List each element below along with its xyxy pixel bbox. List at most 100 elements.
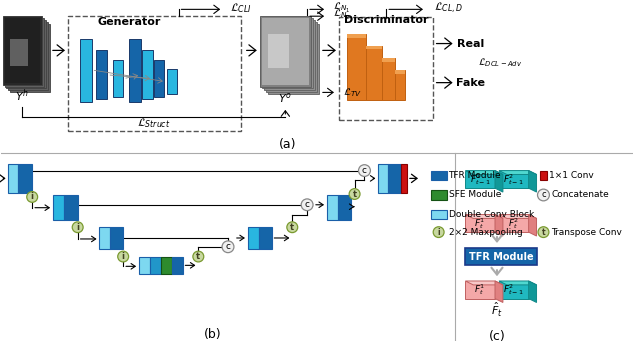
Bar bbox=[367, 45, 382, 100]
Text: Transpose Conv: Transpose Conv bbox=[552, 228, 622, 237]
Bar bbox=[4, 18, 44, 87]
Text: i: i bbox=[76, 223, 79, 232]
Circle shape bbox=[358, 165, 371, 176]
Text: t: t bbox=[290, 223, 294, 232]
Bar bbox=[10, 24, 50, 93]
Bar bbox=[166, 69, 177, 94]
Polygon shape bbox=[499, 281, 536, 285]
Text: $\mathcal{L}_{DCL-Adv}$: $\mathcal{L}_{DCL-Adv}$ bbox=[478, 57, 522, 69]
Bar bbox=[8, 22, 48, 90]
Polygon shape bbox=[495, 171, 503, 192]
Bar bbox=[259, 227, 271, 249]
Bar bbox=[139, 257, 150, 274]
Text: i: i bbox=[122, 252, 125, 261]
Bar bbox=[172, 257, 182, 274]
Polygon shape bbox=[529, 215, 536, 236]
Bar bbox=[465, 215, 495, 232]
Text: $F_{t-1}^1$: $F_{t-1}^1$ bbox=[470, 172, 491, 187]
Circle shape bbox=[538, 227, 549, 237]
Bar bbox=[113, 60, 123, 97]
Text: Discriminator: Discriminator bbox=[344, 15, 428, 25]
Text: $F_t^2$: $F_t^2$ bbox=[508, 216, 520, 231]
Bar bbox=[262, 18, 309, 85]
Bar bbox=[499, 215, 529, 232]
Bar bbox=[431, 171, 447, 180]
Bar bbox=[154, 60, 164, 97]
Text: t: t bbox=[196, 252, 200, 261]
Bar bbox=[401, 164, 407, 193]
Bar bbox=[129, 69, 139, 94]
Text: $\mathcal{L}_{N_2}$: $\mathcal{L}_{N_2}$ bbox=[333, 8, 351, 22]
Text: $\hat{F}_t$: $\hat{F}_t$ bbox=[491, 301, 503, 319]
Bar bbox=[395, 70, 405, 100]
Circle shape bbox=[301, 199, 313, 211]
Text: t: t bbox=[541, 228, 545, 237]
Polygon shape bbox=[465, 215, 503, 218]
Polygon shape bbox=[465, 281, 503, 285]
Bar bbox=[142, 50, 153, 99]
Bar bbox=[10, 39, 28, 66]
Bar bbox=[378, 164, 388, 193]
Bar bbox=[19, 164, 32, 193]
Bar bbox=[8, 164, 19, 193]
Text: (c): (c) bbox=[488, 330, 506, 343]
Bar bbox=[53, 195, 64, 221]
Circle shape bbox=[287, 222, 298, 233]
Circle shape bbox=[222, 241, 234, 252]
Text: TFR Module: TFR Module bbox=[449, 171, 501, 180]
Bar bbox=[465, 281, 495, 299]
Bar bbox=[64, 195, 77, 221]
Bar bbox=[161, 257, 172, 274]
Bar bbox=[268, 24, 319, 94]
Bar bbox=[338, 195, 351, 221]
Bar bbox=[262, 18, 313, 88]
Text: Generator: Generator bbox=[97, 17, 161, 27]
Circle shape bbox=[72, 222, 83, 233]
Text: TFR Module: TFR Module bbox=[468, 251, 533, 261]
Polygon shape bbox=[499, 215, 536, 218]
Text: $\mathcal{L}_{TV}$: $\mathcal{L}_{TV}$ bbox=[343, 86, 362, 99]
Bar bbox=[248, 227, 259, 249]
Text: Real: Real bbox=[457, 39, 484, 49]
Polygon shape bbox=[495, 281, 503, 302]
Text: i: i bbox=[31, 192, 34, 202]
Text: c: c bbox=[225, 242, 230, 251]
Text: t: t bbox=[353, 190, 356, 198]
Bar bbox=[268, 34, 289, 68]
Bar bbox=[79, 39, 92, 102]
Text: $\mathcal{L}_{Struct}$: $\mathcal{L}_{Struct}$ bbox=[137, 116, 171, 130]
Bar bbox=[99, 227, 110, 249]
Bar bbox=[395, 70, 405, 74]
Bar bbox=[431, 190, 447, 200]
Bar bbox=[264, 20, 315, 90]
Bar bbox=[347, 34, 367, 100]
Circle shape bbox=[193, 251, 204, 262]
Text: 1×1 Conv: 1×1 Conv bbox=[549, 171, 594, 180]
Text: $\mathcal{L}_{CLI}$: $\mathcal{L}_{CLI}$ bbox=[230, 1, 252, 15]
Text: c: c bbox=[362, 166, 367, 175]
Text: $F_t^1$: $F_t^1$ bbox=[474, 216, 486, 231]
Bar bbox=[382, 58, 395, 62]
Bar bbox=[499, 171, 529, 188]
Text: i: i bbox=[437, 228, 440, 237]
Text: (b): (b) bbox=[204, 328, 222, 341]
Text: $F_{t-1}^2$: $F_{t-1}^2$ bbox=[503, 282, 524, 297]
Bar bbox=[388, 164, 401, 193]
Text: c: c bbox=[305, 200, 310, 209]
Bar bbox=[4, 18, 40, 83]
Bar bbox=[367, 45, 382, 50]
Bar bbox=[110, 227, 123, 249]
Text: $\mathcal{L}_{N_1}$: $\mathcal{L}_{N_1}$ bbox=[333, 1, 351, 15]
Bar bbox=[499, 281, 529, 299]
Bar bbox=[347, 34, 367, 38]
Bar bbox=[540, 171, 547, 180]
Text: (a): (a) bbox=[278, 138, 296, 151]
Bar bbox=[266, 22, 317, 93]
Bar bbox=[431, 209, 447, 219]
Polygon shape bbox=[465, 171, 503, 174]
Text: c: c bbox=[541, 191, 546, 200]
Bar bbox=[465, 248, 536, 265]
Bar bbox=[465, 171, 495, 188]
Circle shape bbox=[118, 251, 129, 262]
Text: $Y^o$: $Y^o$ bbox=[278, 91, 292, 105]
